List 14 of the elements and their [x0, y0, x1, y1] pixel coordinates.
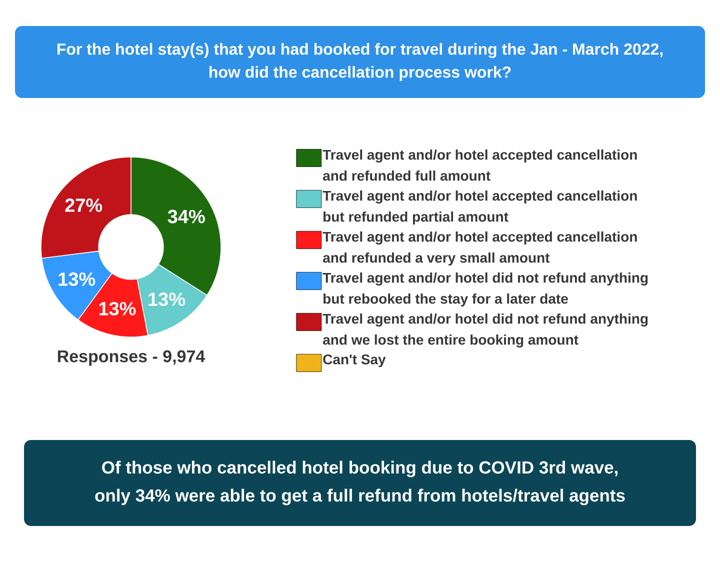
legend-label: Can't Say: [323, 354, 386, 368]
legend-label: Travel agent and/or hotel did not refund anything but rebooked the stay for a later date: [322, 272, 648, 307]
legend-label: Travel agent and/or hotel accepted cancellation and refunded a very small amount: [322, 231, 637, 266]
legend-label: Travel agent and/or hotel accepted cancellation and refunded full amount: [322, 149, 637, 181]
data-label: 13%: [58, 272, 96, 286]
text: Responses - 9,974: [58, 350, 206, 366]
chart-title: For the hotel stay(s) that you had booked for travel during the Jan - March 2022, how did the cancellation process work?: [57, 43, 663, 81]
legend-label: Travel agent and/or hotel did not refund anything and we lost the entire booking amount: [322, 313, 648, 348]
legend-label: Travel agent and/or hotel accepted cancellation but refunded partial amount: [322, 190, 637, 225]
data-label: 34%: [168, 210, 205, 224]
data-label: 13%: [99, 302, 136, 316]
data-label: 13%: [148, 292, 186, 306]
text: Of those who cancelled hotel booking due to COVID 3rd wave, only 34% were able to get a full refund from hotels/travel agents: [95, 460, 625, 506]
data-label: 27%: [65, 198, 102, 212]
